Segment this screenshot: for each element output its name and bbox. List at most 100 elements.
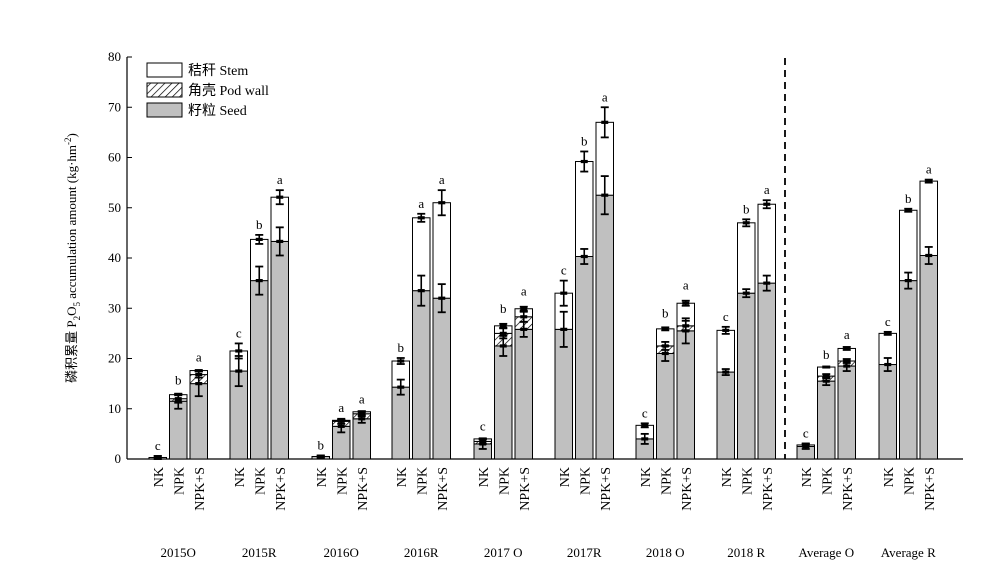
significance-letter: a [521, 284, 527, 299]
group-label: Average O [798, 545, 854, 560]
significance-letter: b [318, 437, 325, 452]
group-label: 2017 O [484, 545, 523, 560]
treatment-label: NK [639, 467, 654, 487]
treatment-label: NPK [659, 467, 674, 495]
treatment-label: NPK [902, 467, 917, 495]
significance-letter: b [256, 217, 263, 232]
treatment-label: NPK [253, 467, 268, 495]
treatment-label: NPK+S [436, 467, 451, 511]
treatment-label: NK [152, 467, 167, 487]
treatment-label: NPK+S [356, 467, 371, 511]
bar-seed [899, 280, 918, 460]
bar-seed [878, 364, 897, 460]
significance-letter: b [662, 305, 669, 320]
y-tick-label: 0 [115, 451, 122, 466]
bar-stem [899, 209, 918, 282]
treatment-label: NK [477, 467, 492, 487]
treatment-label: NK [800, 467, 815, 487]
significance-letter: b [905, 191, 912, 206]
significance-letter: a [844, 327, 850, 342]
significance-letter: a [277, 172, 283, 187]
group-label: 2016O [324, 545, 359, 560]
bar-seed [919, 254, 938, 460]
bar-seed [757, 282, 776, 460]
significance-letter: c [642, 405, 648, 420]
significance-letter: a [359, 391, 365, 406]
bar-seed [169, 400, 188, 460]
treatment-label: NPK+S [193, 467, 208, 511]
bar-seed [432, 297, 451, 460]
group-label: 2015R [242, 545, 277, 560]
bar-seed [575, 255, 594, 460]
bar-seed [554, 328, 573, 460]
treatment-label: NK [882, 467, 897, 487]
treatment-label: NPK+S [761, 467, 776, 511]
bar-seed [494, 345, 513, 460]
significance-letter: a [602, 89, 608, 104]
group-label: 2015O [161, 545, 196, 560]
bar-stem [737, 222, 756, 294]
bar-stem [575, 161, 594, 257]
bar-seed [676, 330, 695, 460]
bar-seed [595, 194, 614, 460]
significance-letter: c [236, 325, 242, 340]
significance-letter: a [683, 278, 689, 293]
significance-letter: c [155, 438, 161, 453]
treatment-label: NK [233, 467, 248, 487]
treatment-label: NPK+S [923, 467, 938, 511]
bar-stem [757, 203, 776, 284]
significance-letter: a [926, 162, 932, 177]
y-tick-label: 10 [108, 401, 121, 416]
significance-letter: b [581, 133, 588, 148]
treatment-label: NPK [820, 467, 835, 495]
significance-letter: a [338, 400, 344, 415]
bar-stem [919, 180, 938, 256]
group-label: 2017R [567, 545, 602, 560]
significance-letter: c [723, 309, 729, 324]
bar-seed [391, 386, 410, 460]
treatment-label: NPK+S [841, 467, 856, 511]
treatment-label: NPK+S [680, 467, 695, 511]
bar-seed [352, 418, 371, 460]
significance-letter: b [743, 201, 750, 216]
significance-letter: c [803, 425, 809, 440]
y-tick-label: 50 [108, 200, 121, 215]
significance-letter: a [439, 172, 445, 187]
legend-label-seed: 籽粒 Seed [188, 103, 247, 119]
significance-letter: a [196, 350, 202, 365]
treatment-label: NPK+S [274, 467, 289, 511]
legend: 秸秆 Stem 角壳 Pod wall 籽粒 Seed [146, 62, 269, 119]
significance-letter: b [175, 373, 182, 388]
treatment-label: NK [558, 467, 573, 487]
bar-seed [737, 292, 756, 460]
y-tick-label: 20 [108, 351, 121, 366]
treatment-label: NK [395, 467, 410, 487]
bar-seed [250, 280, 269, 460]
bar-seed [817, 380, 836, 460]
significance-letter: c [885, 314, 891, 329]
bar-seed [716, 371, 735, 460]
y-axis-title-text: 磷积累量 P2O5 accumulation amount (kg·hm-2) [63, 133, 82, 383]
y-axis-title: 磷积累量 P2O5 accumulation amount (kg·hm-2) [63, 133, 82, 383]
bar-seed [412, 290, 431, 460]
significance-letter: a [418, 196, 424, 211]
significance-letter: b [500, 301, 507, 316]
x-axis-labels: NK NPK NPK+S 2015O NK NPK NPK+S 2015R NK NPK NPK+S… [152, 467, 938, 560]
treatment-label: NPK+S [518, 467, 533, 511]
y-tick-label: 80 [108, 49, 121, 64]
group-label: Average R [881, 545, 936, 560]
significance-letter: b [398, 340, 405, 355]
significance-letter: b [823, 347, 830, 362]
treatment-label: NPK [740, 467, 755, 495]
treatment-label: NPK [578, 467, 593, 495]
legend-swatch-pod [146, 82, 183, 98]
legend-label-stem: 秸秆 Stem [188, 63, 248, 79]
treatment-label: NPK [415, 467, 430, 495]
group-label: 2018 R [727, 545, 765, 560]
legend-label-pod: 角壳 Pod wall [188, 82, 269, 99]
bar-seed [514, 328, 533, 460]
group-label: 2018 O [646, 545, 685, 560]
treatment-label: NPK [497, 467, 512, 495]
